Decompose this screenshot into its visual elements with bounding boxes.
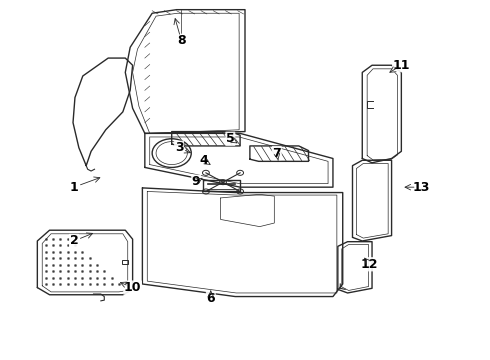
Text: 12: 12 [361, 258, 378, 271]
Circle shape [237, 170, 244, 175]
Text: 1: 1 [70, 181, 78, 194]
Circle shape [202, 170, 209, 175]
Text: 11: 11 [392, 59, 410, 72]
Circle shape [202, 189, 209, 194]
Text: 9: 9 [192, 175, 200, 188]
Text: 2: 2 [70, 234, 78, 247]
Text: 7: 7 [272, 147, 281, 159]
Text: 3: 3 [175, 141, 183, 154]
Text: 10: 10 [124, 281, 142, 294]
Circle shape [220, 180, 226, 185]
Text: 13: 13 [412, 181, 430, 194]
Circle shape [237, 189, 244, 194]
Text: 6: 6 [206, 292, 215, 305]
Text: 5: 5 [226, 132, 235, 145]
Text: 4: 4 [199, 154, 208, 167]
Text: 8: 8 [177, 34, 186, 48]
Bar [122, 260, 128, 264]
